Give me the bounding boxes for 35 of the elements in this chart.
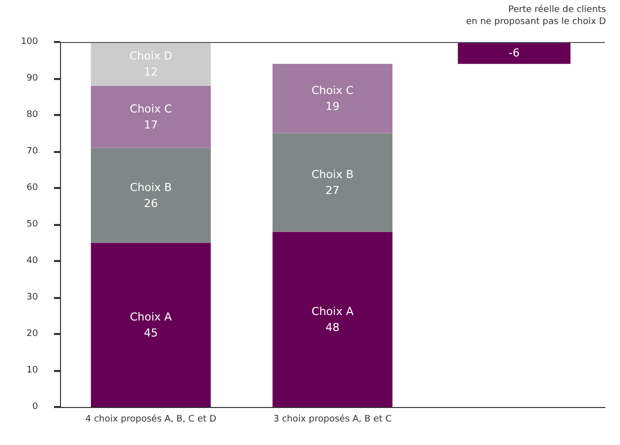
bar [272, 64, 392, 134]
text: Choix A [312, 304, 354, 318]
y-tick-label: 90 [26, 74, 38, 84]
bar [90, 86, 211, 148]
data-label: 17 [144, 118, 158, 132]
data-label: 26 [144, 196, 158, 210]
bar [90, 42, 211, 86]
bar [90, 148, 211, 243]
data-label: 48 [326, 320, 340, 334]
text: Perte réelle de clients en ne proposant pas le choix D [466, 4, 606, 27]
bar [272, 232, 392, 407]
bar [458, 42, 570, 64]
y-tick-label: 70 [26, 146, 38, 156]
bar [272, 133, 392, 232]
y-tick-label: 20 [26, 329, 38, 339]
data-label: 45 [144, 326, 158, 340]
text: Choix C [311, 84, 354, 98]
series-label: Choix B [130, 180, 172, 194]
y-tick-label: 30 [26, 292, 38, 302]
x-tick-label: 4 choix proposés A, B, C et D [85, 414, 216, 424]
series-label: Choix C [130, 102, 172, 116]
bar [90, 242, 211, 407]
y-tick-label: 100 [20, 37, 38, 47]
y-tick-label: 80 [26, 110, 38, 120]
y-tick-label: 10 [26, 366, 38, 376]
y-tick-label: 0 [32, 402, 38, 412]
y-tick-label: 50 [26, 220, 38, 230]
data-label: -6 [508, 46, 520, 60]
y-tick-label: 40 [26, 256, 38, 266]
x-tick-label: 3 choix proposés A, B et C [273, 414, 392, 424]
series-label: Choix A [130, 310, 172, 324]
text: Choix B [312, 168, 354, 182]
data-label: 27 [326, 184, 340, 198]
data-label: 19 [326, 100, 340, 114]
y-tick-label: 60 [26, 183, 38, 193]
